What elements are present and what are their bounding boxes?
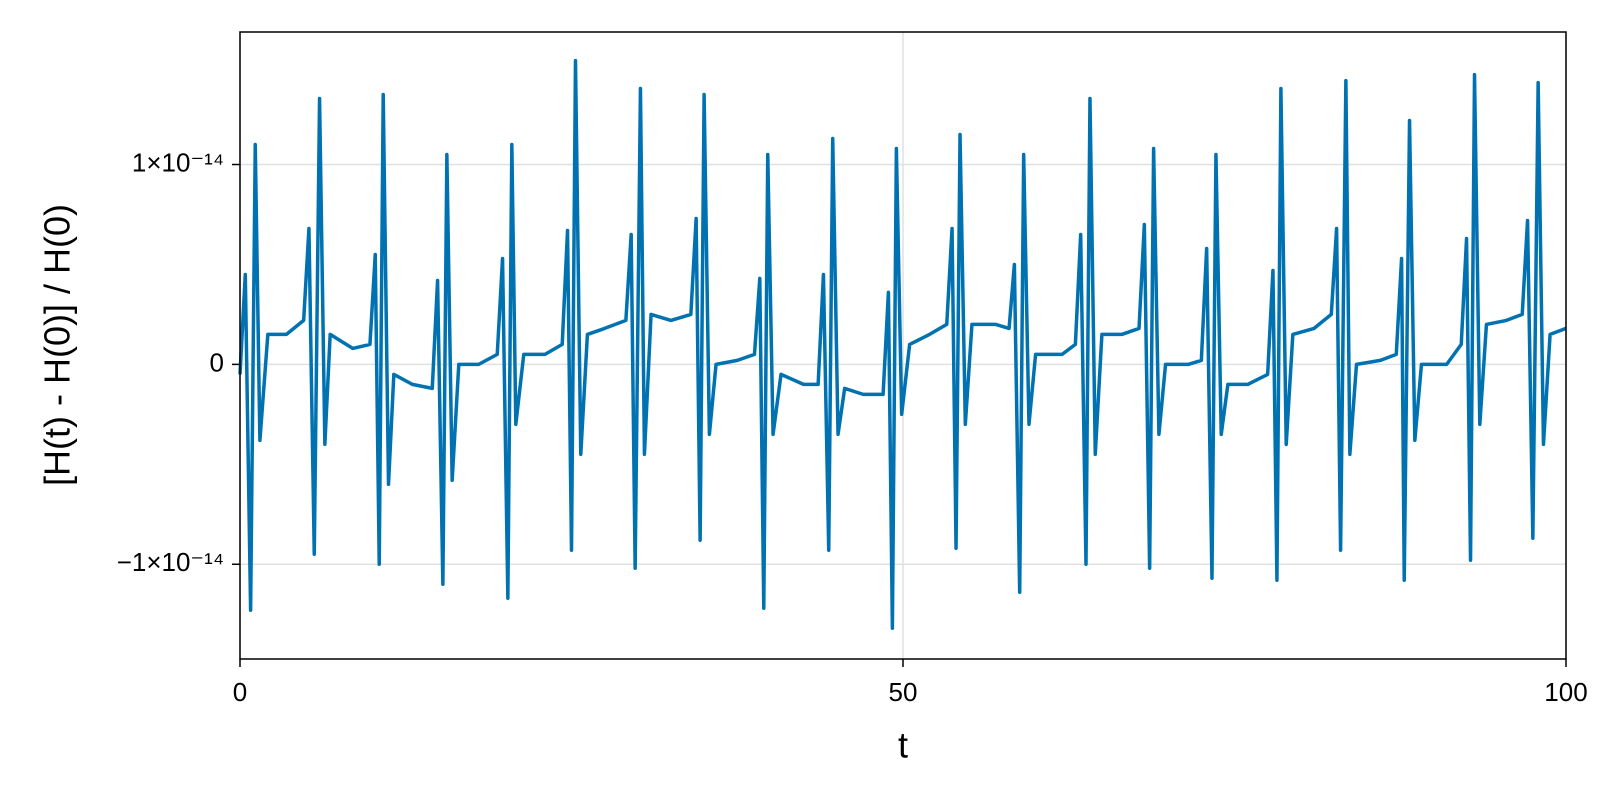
x-tick-label: 0 (233, 677, 247, 707)
x-tick-label: 100 (1544, 677, 1587, 707)
y-tick-label: −1×10⁻¹⁴ (117, 547, 224, 577)
y-tick-label: 1×10⁻¹⁴ (132, 147, 224, 177)
plot-frame (239, 31, 1567, 660)
data-line (238, 58, 1567, 630)
y-axis-label: [H(t) - H(0)] / H(0) (37, 204, 78, 486)
y-tick-label: 0 (210, 347, 224, 377)
x-tick-label: 50 (889, 677, 918, 707)
x-axis-label: t (898, 725, 908, 766)
